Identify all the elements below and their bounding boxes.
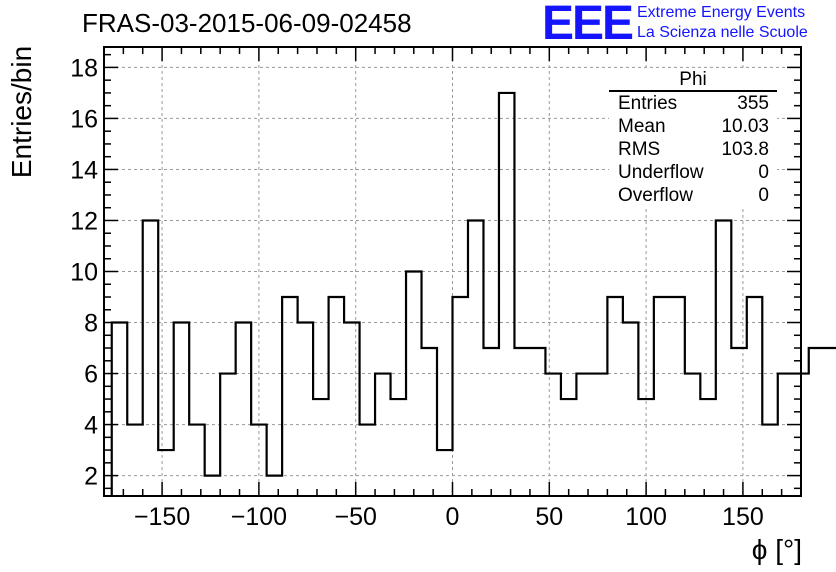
histogram-bin <box>189 425 204 496</box>
histogram-bin <box>824 348 836 496</box>
stats-value: 355 <box>737 93 769 114</box>
histogram-bin <box>545 374 560 496</box>
histogram-bin <box>406 272 421 497</box>
x-tick-label: 100 <box>625 503 667 531</box>
eee-logo-text: Extreme Energy Events La Scienza nelle S… <box>637 3 808 43</box>
histogram-bin <box>267 476 282 496</box>
stats-label: RMS <box>618 139 661 160</box>
stats-label: Entries <box>618 93 678 114</box>
histogram-bin <box>685 374 700 496</box>
y-tick-label: 14 <box>70 156 98 184</box>
histogram-bin <box>561 399 576 496</box>
logo-line-2: La Scienza nelle Scuole <box>637 24 808 41</box>
histogram-bin <box>282 297 297 496</box>
x-tick-label: −50 <box>334 503 376 531</box>
histogram-bin <box>483 348 498 496</box>
histogram-bin <box>205 476 220 496</box>
stats-row-mean: Mean 10.03 <box>609 115 777 138</box>
histogram-bin <box>453 297 468 496</box>
y-tick-label: 18 <box>70 54 98 82</box>
histogram-bin <box>623 323 638 496</box>
histogram-bin <box>592 374 607 496</box>
stats-box: Phi Entries 355 Mean 10.03 RMS 103.8 Und… <box>609 70 777 207</box>
histogram-bin <box>530 348 545 496</box>
histogram-bin <box>499 93 514 496</box>
histogram-bin <box>375 374 390 496</box>
y-tick-label: 16 <box>70 105 98 133</box>
histogram-bin <box>716 220 731 496</box>
x-tick-label: 150 <box>722 503 764 531</box>
x-tick-label: 50 <box>535 503 563 531</box>
stats-value: 10.03 <box>721 116 769 137</box>
page-title: FRAS-03-2015-06-09-02458 <box>82 8 412 38</box>
histogram-bin <box>576 374 591 496</box>
stats-row-overflow: Overflow 0 <box>609 184 777 207</box>
stats-row-rms: RMS 103.8 <box>609 138 777 161</box>
histogram-bin <box>762 425 777 496</box>
histogram-bin <box>313 399 328 496</box>
histogram-bin <box>174 323 189 496</box>
histogram-bin <box>236 323 251 496</box>
histogram-bin <box>127 425 142 496</box>
y-tick-label: 12 <box>70 207 98 235</box>
histogram-outline <box>110 91 836 496</box>
x-tick-label: −150 <box>134 503 190 531</box>
x-axis-label: ϕ [°] <box>751 534 802 565</box>
histogram-bin <box>607 297 622 496</box>
histogram-bin <box>669 297 684 496</box>
histogram-bin <box>700 399 715 496</box>
histogram-bin <box>329 297 344 496</box>
stats-title: Phi <box>609 70 777 92</box>
y-tick-label: 8 <box>84 310 98 338</box>
histogram-bin <box>654 297 669 496</box>
stats-value: 103.8 <box>721 139 769 160</box>
histogram-bin <box>468 220 483 496</box>
y-tick-label: 4 <box>84 412 98 440</box>
histogram-bin <box>731 348 746 496</box>
stats-value: 0 <box>758 162 769 183</box>
histogram-bin <box>112 323 127 496</box>
stats-label: Underflow <box>618 162 704 183</box>
y-tick-label: 2 <box>84 463 98 491</box>
y-tick-label: 6 <box>84 361 98 389</box>
y-axis-label: Entries/bin <box>6 45 37 179</box>
histogram-bin <box>360 425 375 496</box>
histogram-bin <box>422 348 437 496</box>
x-tick-label: 0 <box>446 503 460 531</box>
histogram-bin <box>220 374 235 496</box>
histogram-bin <box>437 450 452 496</box>
stats-value: 0 <box>758 185 769 206</box>
histogram-bin <box>638 399 653 496</box>
histogram-bin <box>143 220 158 496</box>
histogram-bin <box>344 323 359 496</box>
eee-logo: EEE <box>542 0 634 50</box>
histogram-bin <box>747 297 762 496</box>
stats-label: Mean <box>618 116 666 137</box>
histogram-bin <box>298 323 313 496</box>
y-tick-label: 10 <box>70 259 98 287</box>
histogram-bin <box>778 374 793 496</box>
logo-line-1: Extreme Energy Events <box>637 4 806 21</box>
histogram-bin <box>391 399 406 496</box>
x-tick-label: −100 <box>231 503 287 531</box>
stats-row-underflow: Underflow 0 <box>609 161 777 184</box>
histogram-bin <box>514 348 529 496</box>
stats-row-entries: Entries 355 <box>609 92 777 115</box>
histogram-bin <box>158 450 173 496</box>
histogram-bin <box>809 348 824 496</box>
stats-label: Overflow <box>618 185 693 206</box>
